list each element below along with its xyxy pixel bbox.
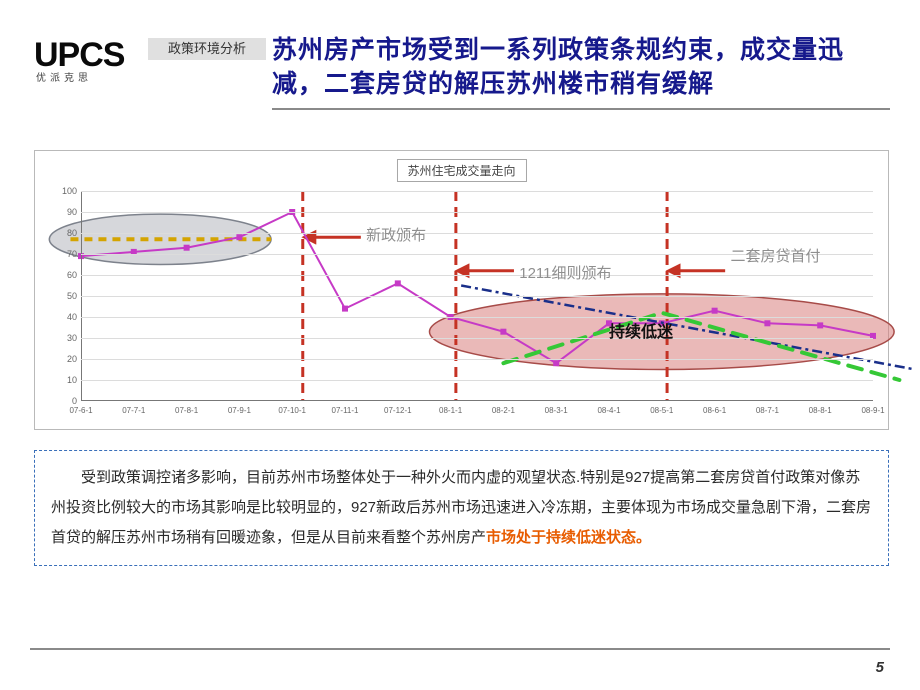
gridline: [81, 212, 873, 213]
slide-header: UPCS 优派克思 政策环境分析 苏州房产市场受到一系列政策条规约束，成交量迅减…: [0, 0, 920, 120]
chart-container: 苏州住宅成交量走向 010203040506070809010007-6-107…: [34, 150, 889, 430]
x-tick-label: 08-3-1: [545, 406, 568, 415]
y-tick-label: 60: [55, 270, 77, 280]
x-tick-label: 08-1-1: [439, 406, 462, 415]
gridline: [81, 275, 873, 276]
x-tick-label: 08-5-1: [650, 406, 673, 415]
y-tick-label: 70: [55, 249, 77, 259]
x-tick-label: 08-9-1: [861, 406, 884, 415]
gridline: [81, 359, 873, 360]
slide-title: 苏州房产市场受到一系列政策条规约束，成交量迅减，二套房贷的解压苏州楼市稍有缓解: [272, 34, 890, 102]
x-tick-label: 07-10-1: [278, 406, 306, 415]
x-tick-label: 08-8-1: [809, 406, 832, 415]
body-text: 受到政策调控诸多影响，目前苏州市场整体处于一种外火而内虚的观望状态.特别是927…: [34, 450, 889, 566]
x-tick-label: 07-12-1: [384, 406, 412, 415]
y-tick-label: 0: [55, 396, 77, 406]
title-divider: [272, 108, 890, 110]
x-tick-label: 07-6-1: [69, 406, 92, 415]
y-tick-label: 30: [55, 333, 77, 343]
gridline: [81, 317, 873, 318]
chart-title: 苏州住宅成交量走向: [396, 159, 526, 182]
gridline: [81, 191, 873, 192]
gridline: [81, 254, 873, 255]
y-tick-label: 40: [55, 312, 77, 322]
chart-annotation: 持续低迷: [609, 318, 673, 342]
y-tick-label: 20: [55, 354, 77, 364]
x-tick-label: 08-2-1: [492, 406, 515, 415]
body-text-highlight: 市场处于持续低迷状态。: [486, 529, 651, 546]
x-tick-label: 07-8-1: [175, 406, 198, 415]
x-tick-label: 08-7-1: [756, 406, 779, 415]
x-tick-label: 07-9-1: [228, 406, 251, 415]
x-tick-label: 08-4-1: [597, 406, 620, 415]
y-tick-label: 10: [55, 375, 77, 385]
body-text-main: 受到政策调控诸多影响，目前苏州市场整体处于一种外火而内虚的观望状态.特别是927…: [51, 469, 871, 546]
brand-block: UPCS 优派克思: [34, 38, 124, 84]
brand-logo-sub: 优派克思: [36, 74, 124, 84]
gridline: [81, 296, 873, 297]
x-axis: [81, 400, 873, 401]
page-number: 5: [876, 659, 884, 676]
y-tick-label: 50: [55, 291, 77, 301]
gridline: [81, 380, 873, 381]
section-tag: 政策环境分析: [148, 38, 266, 60]
brand-logo: UPCS: [34, 38, 124, 72]
y-tick-label: 90: [55, 207, 77, 217]
gridline: [81, 338, 873, 339]
x-tick-label: 07-11-1: [332, 406, 359, 415]
footer-divider: [30, 648, 890, 650]
x-tick-label: 07-7-1: [122, 406, 145, 415]
y-tick-label: 100: [55, 186, 77, 196]
x-tick-label: 08-6-1: [703, 406, 726, 415]
gridline: [81, 233, 873, 234]
chart-plot-area: 010203040506070809010007-6-107-7-107-8-1…: [81, 191, 873, 401]
y-tick-label: 80: [55, 228, 77, 238]
